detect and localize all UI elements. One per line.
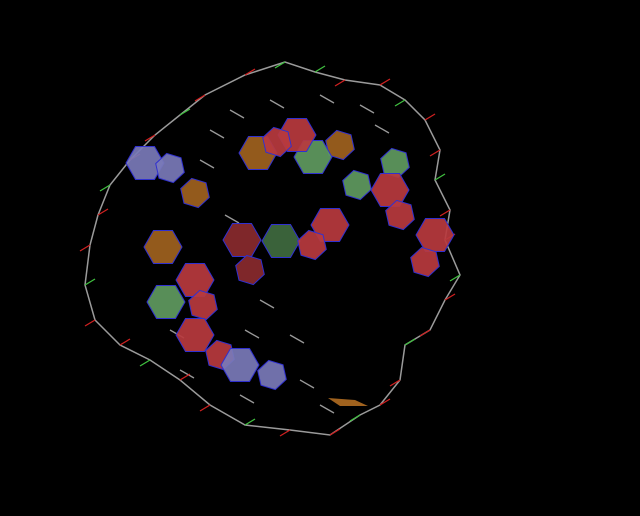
base-darkgreen-ring xyxy=(261,224,301,258)
base-blue-ring xyxy=(155,152,185,184)
oxygen-bond xyxy=(424,113,436,121)
phosphate-bond xyxy=(84,278,96,286)
bond xyxy=(239,394,255,404)
oxygen-bond xyxy=(199,404,211,412)
oxygen-bond xyxy=(144,134,156,142)
phosphate-bond xyxy=(244,418,256,426)
phosphate-bond xyxy=(434,173,446,181)
oxygen-bond xyxy=(329,428,341,436)
phosphate-bond xyxy=(394,99,406,107)
base-green-ring xyxy=(146,285,186,319)
oxygen-bond xyxy=(79,244,91,252)
base-orange-ring xyxy=(180,177,210,209)
oxygen-bond xyxy=(379,398,391,406)
bond xyxy=(319,94,335,104)
oxygen-bond xyxy=(97,208,109,216)
oxygen-bond xyxy=(244,68,256,76)
base-orange-ring xyxy=(328,398,368,406)
bond xyxy=(224,214,240,224)
base-orange-ring xyxy=(325,129,355,161)
phosphate-bond xyxy=(139,359,151,367)
oxygen-bond xyxy=(194,94,206,102)
base-red-ring xyxy=(370,173,410,207)
phosphate-bond xyxy=(349,414,361,422)
base-green-ring xyxy=(342,169,372,201)
phosphate-bond xyxy=(314,65,326,73)
bond xyxy=(259,299,275,309)
base-red-ring xyxy=(385,199,415,231)
bond xyxy=(299,379,315,389)
oxygen-bond xyxy=(334,79,346,87)
bond xyxy=(179,369,195,379)
phosphate-bond xyxy=(274,61,286,69)
bond xyxy=(244,329,260,339)
oxygen-bond xyxy=(119,338,131,346)
base-darkred-ring xyxy=(235,254,265,286)
bond xyxy=(374,124,390,134)
phosphate-bond xyxy=(449,274,461,282)
phosphate-bond xyxy=(179,108,191,116)
base-red-ring xyxy=(410,246,440,278)
bond xyxy=(229,109,245,119)
base-blue-ring xyxy=(257,359,287,391)
bond xyxy=(209,129,225,139)
phosphate-bond xyxy=(99,184,111,192)
bond xyxy=(319,404,335,414)
oxygen-bond xyxy=(84,319,96,327)
bond xyxy=(269,99,285,109)
oxygen-bond xyxy=(279,429,291,437)
base-blue-ring xyxy=(220,348,260,382)
oxygen-bond xyxy=(439,209,451,217)
bond xyxy=(289,334,305,344)
base-red-ring xyxy=(262,126,292,158)
base-red-ring xyxy=(415,218,455,252)
oxygen-bond xyxy=(419,329,431,337)
base-darkred-ring xyxy=(222,223,262,257)
base-blue-ring xyxy=(125,146,165,180)
base-red-ring xyxy=(297,229,327,261)
base-red-ring xyxy=(175,263,215,297)
base-red-ring xyxy=(175,318,215,352)
bond xyxy=(359,104,375,114)
oxygen-bond xyxy=(379,78,391,86)
oxygen-bond xyxy=(429,149,441,157)
oxygen-bond xyxy=(179,373,191,381)
oxygen-bond xyxy=(444,293,456,301)
base-orange-ring xyxy=(143,230,183,264)
phosphate-bond xyxy=(404,338,416,346)
oxygen-bond xyxy=(389,379,401,387)
base-red-ring xyxy=(310,208,350,242)
base-red-ring xyxy=(188,289,218,321)
bond xyxy=(199,159,215,169)
